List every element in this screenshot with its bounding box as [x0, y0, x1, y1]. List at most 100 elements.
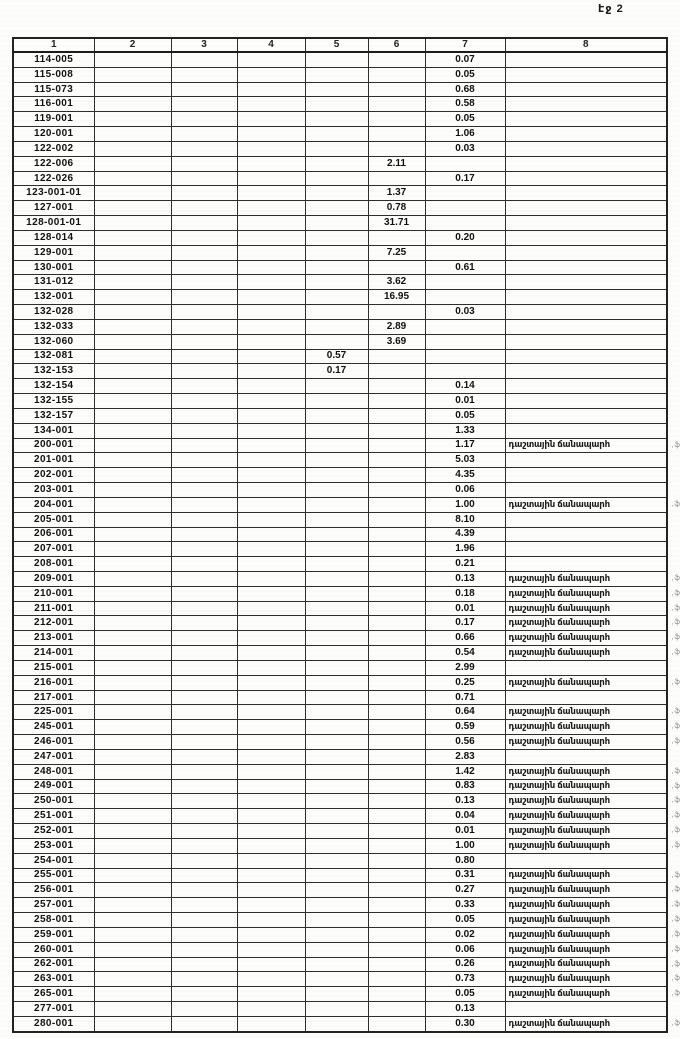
value-cell-col5 — [304, 318, 369, 335]
value-cell-col7: 0.01 — [424, 600, 506, 617]
value-cell-col7 — [424, 185, 506, 202]
note-cell — [504, 556, 668, 572]
parcel-id-cell: 128-001-01 — [12, 215, 95, 231]
value-cell-col6 — [367, 378, 426, 395]
empty-cell-col3 — [170, 140, 238, 157]
field-road-note: դաշտային ճանապարհ — [508, 987, 611, 999]
empty-cell-col2 — [93, 274, 172, 291]
value-cell-col6: 2.89 — [367, 318, 426, 335]
table-row: 122-006 2.11 — [12, 155, 668, 172]
empty-cell-col3 — [170, 556, 238, 572]
table-row: 127-001 0.78 — [12, 200, 668, 217]
value-cell-col7: 5.03 — [424, 452, 506, 469]
field-road-note: դաշտային ճանապարհ — [508, 780, 611, 791]
empty-cell-col2 — [93, 289, 172, 306]
value-cell-col7: 0.68 — [424, 81, 506, 98]
empty-cell-col3 — [170, 704, 238, 721]
value-cell-col7: 0.13 — [424, 570, 506, 587]
empty-cell-col3 — [170, 348, 238, 365]
empty-cell-col4 — [236, 615, 306, 632]
table-row: 263-001 0.73 դաշտային ճանապարհ ,ֆ — [12, 971, 680, 988]
empty-cell-col2 — [93, 823, 172, 839]
empty-cell-col3 — [170, 971, 238, 988]
value-cell-col5 — [304, 81, 369, 98]
value-cell-col6: 0.78 — [367, 200, 426, 217]
empty-cell-col3 — [170, 778, 238, 795]
empty-cell-col2 — [93, 526, 172, 543]
value-cell-col5: 0.57 — [304, 348, 369, 365]
value-cell-col6: 3.62 — [367, 274, 426, 291]
parcel-id-cell: 257-001 — [12, 897, 95, 914]
handwritten-margin-mark: ,ֆ — [671, 812, 680, 820]
note-cell — [504, 407, 668, 424]
empty-cell-col3 — [170, 259, 238, 276]
value-cell-col5 — [304, 229, 369, 246]
value-cell-col7: 1.17 — [424, 437, 506, 454]
empty-cell-col4 — [236, 734, 306, 750]
handwritten-margin-mark: ,ֆ — [671, 960, 680, 968]
empty-cell-col2 — [93, 808, 172, 825]
parcel-id-cell: 201-001 — [12, 452, 95, 469]
parcel-id-cell: 214-001 — [12, 645, 95, 661]
parcel-id-cell: 252-001 — [12, 823, 95, 839]
empty-cell-col4 — [236, 674, 306, 691]
field-road-note: դաշտային ճանապարհ — [508, 720, 611, 732]
note-cell — [504, 200, 668, 217]
note-cell — [504, 318, 668, 335]
table-row: 262-001 0.26 դաշտային ճանապարհ ,ֆ — [12, 956, 680, 973]
parcel-id-cell: 260-001 — [12, 941, 95, 958]
empty-cell-col2 — [93, 748, 172, 765]
value-cell-col5 — [304, 289, 369, 306]
parcel-id-cell: 262-001 — [12, 956, 95, 973]
field-road-note: դաշտային ճանապարհ — [508, 898, 611, 910]
table-row: 116-001 0.58 — [12, 96, 668, 113]
value-cell-col7: 0.01 — [424, 823, 506, 839]
empty-cell-col4 — [236, 511, 306, 528]
value-cell-col5 — [304, 96, 369, 113]
column-header-5: 5 — [304, 37, 369, 53]
empty-cell-col4 — [236, 867, 306, 884]
empty-cell-col2 — [93, 81, 172, 98]
column-header-3: 3 — [170, 37, 238, 53]
field-road-note: դաշտային ճանապարհ — [508, 587, 611, 598]
empty-cell-col2 — [93, 378, 172, 395]
value-cell-col7: 0.05 — [424, 66, 506, 83]
note-cell: դաշտային ճանապարհ ,ֆ — [504, 778, 680, 795]
handwritten-margin-mark: ,ֆ — [671, 975, 680, 983]
empty-cell-col3 — [170, 600, 238, 617]
table-row: 225-001 0.64 դաշտային ճանապարհ ,ֆ — [12, 704, 680, 721]
empty-cell-col3 — [170, 852, 238, 869]
value-cell-col7: 0.13 — [424, 1001, 506, 1017]
value-cell-col6 — [367, 259, 426, 276]
parcel-id-cell: 217-001 — [12, 689, 95, 706]
empty-cell-col3 — [170, 1015, 238, 1033]
empty-cell-col2 — [93, 926, 172, 943]
parcel-id-cell: 122-026 — [12, 170, 95, 187]
empty-cell-col3 — [170, 808, 238, 825]
note-cell: դաշտային ճանապարհ ,ֆ — [504, 882, 680, 899]
empty-cell-col4 — [236, 126, 306, 142]
note-cell — [504, 333, 668, 350]
note-cell — [504, 140, 668, 157]
table-row: 252-001 0.01 դաշտային ճանապարհ ,ֆ — [12, 823, 680, 839]
column-header-1: 1 — [12, 37, 95, 53]
empty-cell-col2 — [93, 645, 172, 661]
table-row: 200-001 1.17 դաշտային ճանապարհ ,ֆ — [12, 437, 680, 454]
empty-cell-col3 — [170, 867, 238, 884]
empty-cell-col4 — [236, 926, 306, 943]
value-cell-col5 — [304, 689, 369, 706]
value-cell-col6 — [367, 763, 426, 780]
value-cell-col7 — [424, 333, 506, 350]
value-cell-col7: 0.26 — [424, 956, 506, 973]
empty-cell-col4 — [236, 81, 306, 98]
value-cell-col5 — [304, 748, 369, 765]
empty-cell-col4 — [236, 630, 306, 647]
value-cell-col7: 0.25 — [424, 674, 506, 691]
note-cell — [504, 659, 668, 676]
note-cell: դաշտային ճանապարհ ,ֆ — [504, 719, 680, 736]
value-cell-col7: 0.20 — [424, 229, 506, 246]
value-cell-col7 — [424, 348, 506, 365]
empty-cell-col2 — [93, 659, 172, 676]
value-cell-col5 — [304, 763, 369, 780]
parcel-id-cell: 248-001 — [12, 763, 95, 780]
